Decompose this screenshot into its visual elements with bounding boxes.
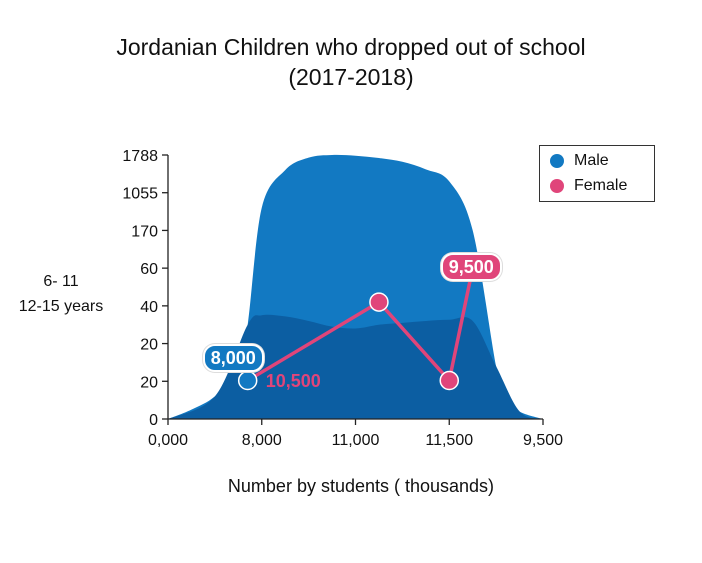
male-lower-area	[168, 314, 543, 419]
x-tick-label: 11,000	[332, 432, 380, 449]
legend: Male Female	[539, 145, 655, 202]
legend-item-female: Female	[550, 176, 627, 196]
legend-label-female: Female	[574, 177, 628, 194]
y-axis-label-line-1: 6- 11	[43, 273, 79, 290]
legend-item-male: Male	[550, 151, 609, 171]
female-point-marker	[439, 370, 459, 391]
y-tick-label: 20	[140, 337, 158, 354]
y-axis-label-line-2: 12-15 years	[18, 298, 104, 315]
female-point-marker	[369, 292, 389, 312]
chart-subtitle: (2017-2018)	[288, 64, 414, 90]
y-tick-label: 60	[140, 261, 158, 278]
legend-marker-female	[550, 179, 564, 193]
female-line	[245, 266, 475, 383]
legend-marker-male	[550, 154, 564, 168]
x-tick-label: 9,500	[523, 432, 563, 449]
y-tick-label: 170	[131, 223, 158, 240]
y-tick-label: 0	[149, 412, 158, 429]
x-tick-label: 11,500	[425, 432, 473, 449]
legend-label-male: Male	[574, 152, 609, 169]
male-value-badge: 8,000	[202, 343, 264, 372]
female-value-badge: 9,500	[440, 253, 502, 282]
y-tick-label: 40	[140, 299, 158, 316]
y-tick-label: 20	[140, 374, 158, 391]
y-tick-label: 1055	[122, 186, 158, 203]
x-axis-label: Number by students ( thousands)	[227, 476, 495, 496]
female-value-label: 10,500	[265, 370, 321, 391]
x-tick-label: 0,000	[148, 432, 188, 449]
chart-title: Jordanian Children who dropped out of sc…	[116, 34, 586, 60]
male-point-marker	[237, 370, 258, 391]
x-tick-label: 8,000	[242, 432, 282, 449]
y-tick-label: 1788	[122, 148, 158, 165]
